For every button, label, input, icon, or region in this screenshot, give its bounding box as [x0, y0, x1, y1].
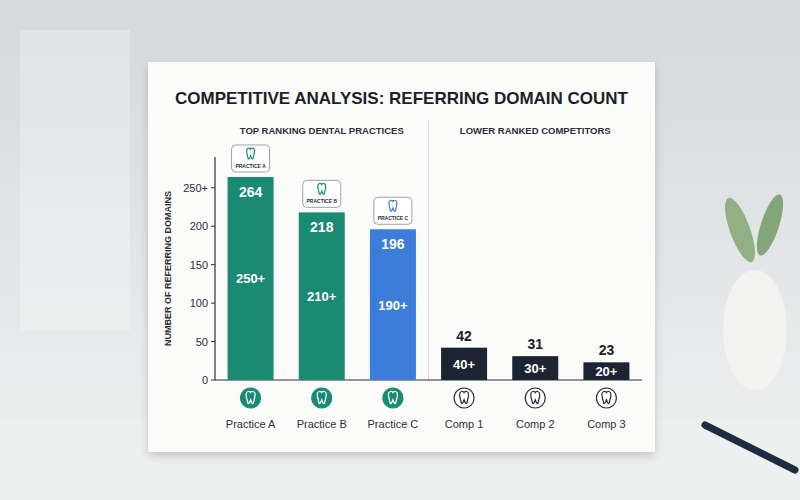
category-icon — [312, 388, 332, 408]
icon-circle — [312, 388, 332, 408]
tooth-icon — [602, 391, 611, 403]
inner-label: 30+ — [524, 361, 546, 376]
plant-pot — [723, 270, 787, 390]
x-axis-line — [215, 379, 642, 380]
pen — [705, 425, 795, 470]
data-label: 31 — [527, 336, 543, 352]
group-label: LOWER RANKED COMPETITORS — [460, 125, 611, 136]
data-label: 23 — [599, 342, 615, 358]
category-icon — [383, 388, 403, 408]
badge — [374, 197, 412, 224]
icon-circle — [525, 388, 545, 408]
bar — [441, 348, 487, 380]
y-tick-label: 100 — [190, 297, 208, 309]
data-label: 264 — [239, 184, 263, 200]
y-tick-label: 250+ — [183, 182, 208, 194]
tooth-icon — [389, 200, 397, 211]
tooth-icon — [246, 391, 255, 403]
y-tick — [211, 264, 215, 265]
bar — [370, 229, 416, 380]
inner-label: 20+ — [595, 364, 617, 379]
labels: 250+ 264 PRACTICE A 210+ 218 PRACTICE B 190+ 19… — [232, 145, 618, 379]
tooth-icon — [247, 148, 255, 159]
data-label: 218 — [310, 219, 334, 235]
category-icon — [525, 388, 545, 408]
y-tick-label: 50 — [196, 336, 208, 348]
category-icon — [596, 388, 616, 408]
x-tick-label: Practice A — [226, 418, 276, 430]
icon-circle — [596, 388, 616, 408]
badge — [232, 145, 270, 172]
x-tick-label: Comp 3 — [587, 418, 626, 430]
inner-label: 210+ — [307, 289, 337, 304]
bar — [512, 356, 558, 380]
icon-circle — [454, 388, 474, 408]
bars — [228, 177, 630, 380]
window-light — [20, 30, 130, 330]
icon-circle — [383, 388, 403, 408]
y-tick — [211, 187, 215, 188]
tooth-icon — [388, 391, 397, 403]
group-label: TOP RANKING DENTAL PRACTICES — [240, 125, 404, 136]
inner-label: 250+ — [236, 271, 266, 286]
card — [148, 62, 655, 452]
tooth-icon — [531, 391, 540, 403]
tooth-icon — [317, 391, 326, 403]
y-tick-label: 200 — [190, 220, 208, 232]
bar — [299, 212, 345, 380]
bar — [228, 177, 274, 380]
category-icon — [241, 388, 261, 408]
bar — [583, 362, 629, 380]
background — [0, 0, 800, 500]
inner-label: 40+ — [453, 357, 475, 372]
data-label: 42 — [456, 328, 472, 344]
y-axis-line — [214, 157, 215, 380]
y-tick — [211, 303, 215, 304]
x-tick-label: Comp 2 — [516, 418, 555, 430]
y-tick — [211, 341, 215, 342]
badge-label: PRACTICE B — [306, 198, 337, 204]
y-tick — [211, 380, 215, 381]
badge — [303, 180, 341, 207]
category-icon — [454, 388, 474, 408]
y-tick-label: 0 — [202, 374, 208, 386]
badge-label: PRACTICE C — [378, 215, 409, 221]
y-axis-title: NUMBER OF REFERRING DOMAINS — [163, 191, 173, 346]
x-tick-label: Practice C — [368, 418, 419, 430]
chart-root: COMPETITIVE ANALYSIS: REFERRING DOMAIN C… — [0, 0, 800, 500]
inner-label: 190+ — [378, 298, 408, 313]
data-label: 196 — [381, 236, 405, 252]
x-tick-label: Practice B — [297, 418, 347, 430]
plant-leaf — [719, 195, 761, 266]
icon-circle — [241, 388, 261, 408]
x-tick-label: Comp 1 — [445, 418, 484, 430]
plant-leaf — [752, 192, 789, 258]
badge-label: PRACTICE A — [235, 163, 266, 169]
group-divider — [428, 120, 429, 380]
y-tick-label: 150 — [190, 259, 208, 271]
y-tick — [211, 226, 215, 227]
chart-title: COMPETITIVE ANALYSIS: REFERRING DOMAIN C… — [175, 89, 629, 108]
tooth-icon — [318, 184, 326, 195]
tooth-icon — [460, 391, 469, 403]
